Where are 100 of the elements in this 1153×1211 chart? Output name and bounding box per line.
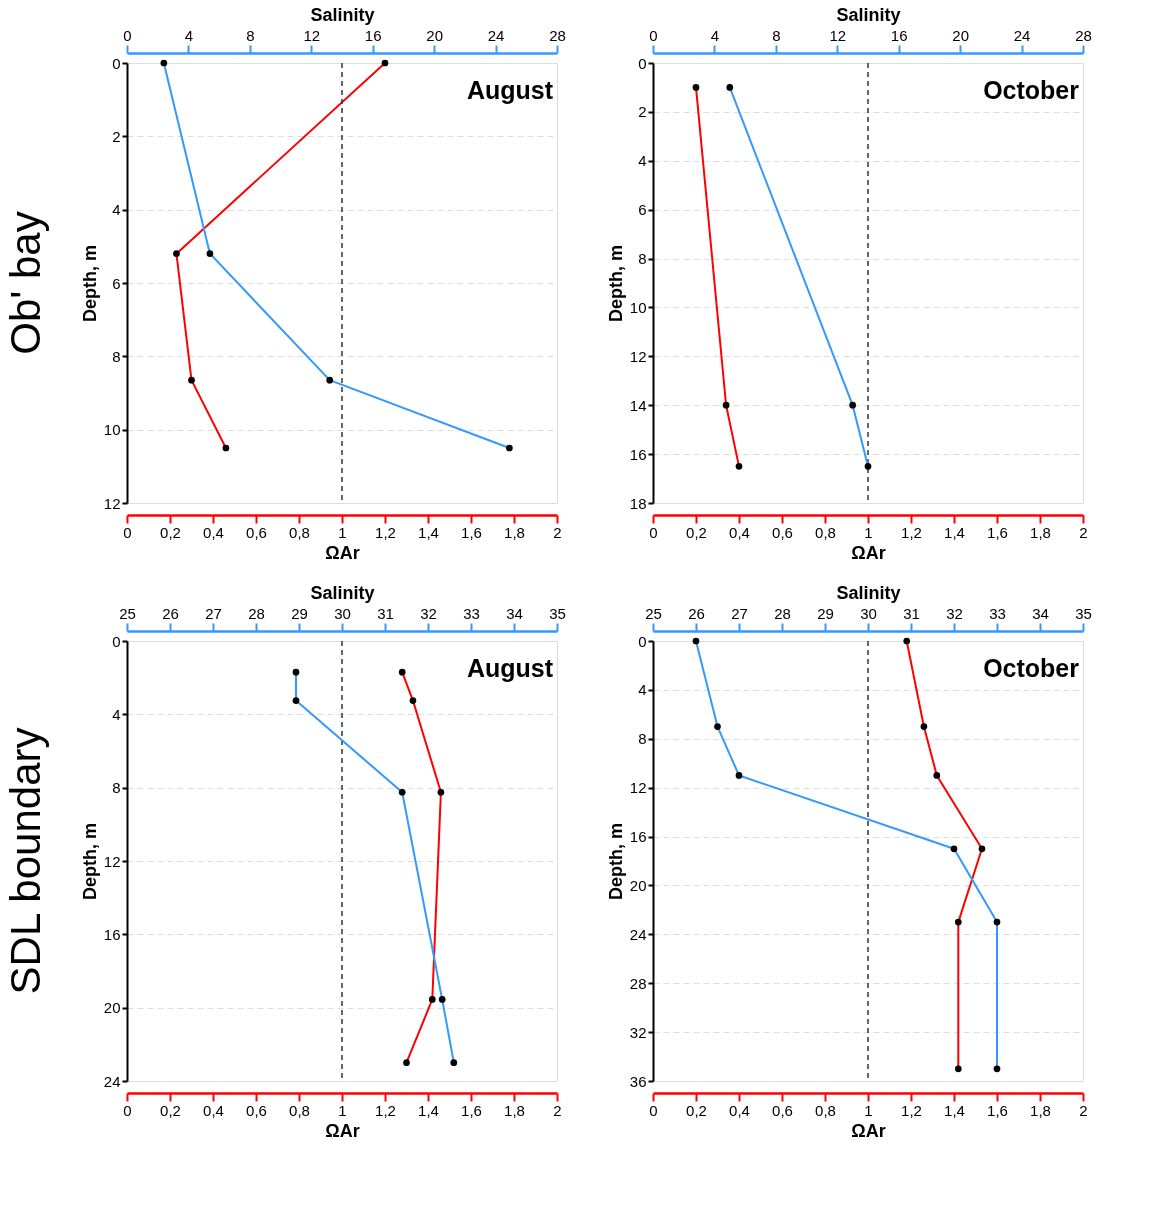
x-tick-label: 1,8 bbox=[504, 1101, 525, 1119]
x-tick-label: 0,4 bbox=[729, 1101, 750, 1119]
x2-tick-label: 34 bbox=[506, 604, 523, 622]
x-tick-label: 0,4 bbox=[203, 523, 224, 541]
text: August bbox=[466, 654, 554, 682]
x-tick-label: 0,2 bbox=[686, 523, 707, 541]
x-tick-label: 0 bbox=[123, 1101, 132, 1119]
x-tick-label: 2 bbox=[553, 1101, 562, 1119]
text: Ob' bay bbox=[2, 211, 49, 355]
y-tick-label: 6 bbox=[638, 201, 647, 219]
x-tick-label: 1 bbox=[338, 1101, 347, 1119]
x-tick-label: 1,6 bbox=[461, 523, 482, 541]
x-tick-label: 1,2 bbox=[901, 1101, 922, 1119]
x-tick-label: 1 bbox=[864, 1101, 873, 1119]
x2-tick-label: 8 bbox=[246, 26, 255, 44]
x2-axis-title: Salinity bbox=[310, 582, 375, 603]
x2-tick-label: 26 bbox=[688, 604, 705, 622]
x-tick-label: 0,6 bbox=[246, 1101, 267, 1119]
x2-tick-label: 24 bbox=[487, 26, 505, 44]
x-axis-title: ΩAr bbox=[325, 542, 360, 563]
x-tick-label: 1,4 bbox=[418, 523, 439, 541]
x-tick-label: 1 bbox=[864, 523, 873, 541]
x-tick-label: 1,2 bbox=[375, 523, 396, 541]
y-tick-label: 36 bbox=[629, 1072, 647, 1090]
y-tick-label: 10 bbox=[629, 298, 647, 316]
x-tick-label: 0,6 bbox=[772, 523, 793, 541]
x2-tick-label: 32 bbox=[420, 604, 437, 622]
x-tick-label: 1,6 bbox=[987, 1101, 1008, 1119]
x2-tick-label: 33 bbox=[463, 604, 480, 622]
x-tick-label: 0,6 bbox=[246, 523, 267, 541]
y-tick-label: 20 bbox=[103, 999, 121, 1017]
y-tick-label: 12 bbox=[629, 779, 647, 797]
x2-tick-label: 12 bbox=[303, 26, 321, 44]
y-tick-label: 14 bbox=[629, 396, 647, 414]
y-tick-label: 2 bbox=[638, 103, 647, 121]
x-tick-label: 0 bbox=[123, 523, 132, 541]
y-tick-label: 12 bbox=[103, 852, 121, 870]
x2-tick-label: 27 bbox=[205, 604, 222, 622]
y-tick-label: 0 bbox=[112, 54, 121, 72]
y-tick-label: 2 bbox=[112, 127, 121, 145]
x2-tick-label: 12 bbox=[829, 26, 847, 44]
x2-tick-label: 30 bbox=[860, 604, 877, 622]
y-tick-label: 10 bbox=[103, 421, 121, 439]
x-tick-label: 1 bbox=[338, 523, 347, 541]
x2-tick-label: 20 bbox=[426, 26, 443, 44]
x2-tick-label: 30 bbox=[334, 604, 351, 622]
x-axis-title: ΩAr bbox=[851, 542, 886, 563]
y-tick-label: 4 bbox=[112, 201, 121, 219]
y-tick-label: 8 bbox=[638, 250, 647, 268]
x2-tick-label: 35 bbox=[1075, 604, 1092, 622]
x-tick-label: 0,8 bbox=[815, 523, 836, 541]
x-tick-label: 0,2 bbox=[160, 523, 181, 541]
y-tick-label: 16 bbox=[103, 925, 121, 943]
x-tick-label: 0,2 bbox=[160, 1101, 181, 1119]
y-tick-label: 4 bbox=[112, 705, 121, 723]
y-tick-label: 4 bbox=[638, 152, 647, 170]
y-tick-label: 8 bbox=[112, 779, 121, 797]
y-axis-title: Depth, m bbox=[605, 244, 626, 323]
x2-tick-label: 28 bbox=[549, 26, 566, 44]
x2-tick-label: 4 bbox=[710, 26, 720, 44]
y-tick-label: 8 bbox=[638, 730, 647, 748]
x2-axis-title: Salinity bbox=[836, 582, 901, 603]
x-tick-label: 0,8 bbox=[289, 523, 310, 541]
x2-tick-label: 31 bbox=[377, 604, 394, 622]
x-tick-label: 1,8 bbox=[1030, 523, 1051, 541]
y-tick-label: 24 bbox=[629, 925, 647, 943]
y-axis-title: Depth, m bbox=[79, 822, 100, 901]
x2-tick-label: 0 bbox=[649, 26, 658, 44]
x-tick-label: 0,2 bbox=[686, 1101, 707, 1119]
x2-tick-label: 31 bbox=[903, 604, 920, 622]
y-tick-label: 0 bbox=[638, 54, 647, 72]
x2-axis-title: Salinity bbox=[310, 4, 375, 25]
x-tick-label: 1,8 bbox=[504, 523, 525, 541]
x-tick-label: 0 bbox=[649, 1101, 658, 1119]
x-tick-label: 0 bbox=[649, 523, 658, 541]
x-tick-label: 1,4 bbox=[944, 523, 965, 541]
x2-tick-label: 4 bbox=[184, 26, 194, 44]
x-tick-label: 1,8 bbox=[1030, 1101, 1051, 1119]
x-tick-label: 2 bbox=[1079, 1101, 1088, 1119]
x2-tick-label: 16 bbox=[890, 26, 908, 44]
y-tick-label: 16 bbox=[629, 828, 647, 846]
x-tick-label: 2 bbox=[553, 523, 562, 541]
x-tick-label: 0,4 bbox=[729, 523, 750, 541]
y-tick-label: 16 bbox=[629, 445, 647, 463]
x2-tick-label: 16 bbox=[364, 26, 382, 44]
x2-tick-label: 35 bbox=[549, 604, 566, 622]
x-axis-title: ΩAr bbox=[851, 1120, 886, 1141]
y-axis-title: Depth, m bbox=[605, 822, 626, 901]
x2-tick-label: 8 bbox=[772, 26, 781, 44]
x-tick-label: 1,6 bbox=[987, 523, 1008, 541]
x-tick-label: 1,4 bbox=[944, 1101, 965, 1119]
y-tick-label: 12 bbox=[103, 494, 121, 512]
x2-tick-label: 25 bbox=[119, 604, 136, 622]
x2-tick-label: 29 bbox=[817, 604, 834, 622]
x-tick-label: 0,6 bbox=[772, 1101, 793, 1119]
text: SDL boundary bbox=[2, 727, 49, 995]
x2-tick-label: 34 bbox=[1032, 604, 1049, 622]
y-tick-label: 12 bbox=[629, 347, 647, 365]
y-tick-label: 6 bbox=[112, 274, 121, 292]
y-tick-label: 20 bbox=[629, 876, 647, 894]
